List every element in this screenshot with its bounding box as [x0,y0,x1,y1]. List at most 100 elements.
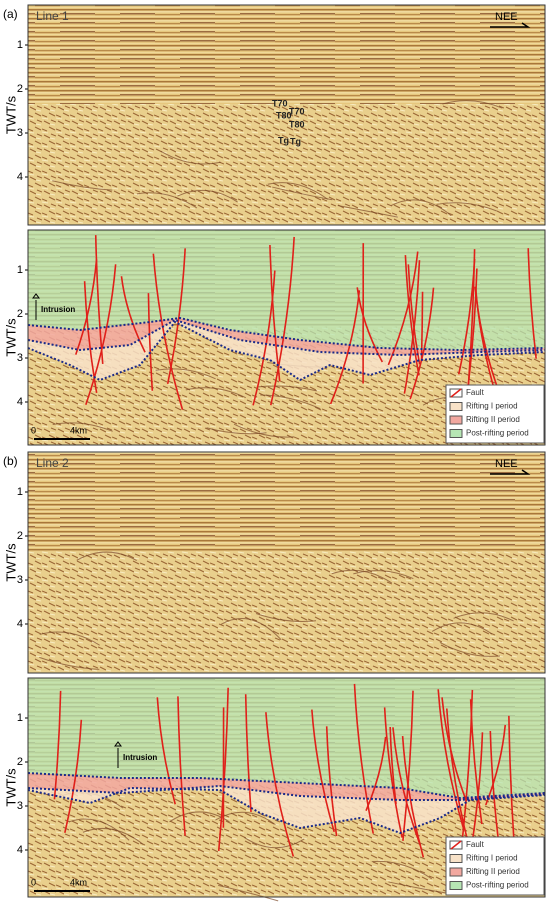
fault [392,727,422,846]
axis-title: TWT/s [3,543,18,582]
y-tick-label: 3 [17,352,23,364]
fault [152,253,184,410]
horizon-label: Tg [290,136,301,146]
panel-label: (b) [3,454,18,468]
fault [244,694,252,812]
seismic-layers [28,452,545,552]
legend-swatch [449,402,463,411]
fault [325,726,338,837]
panel-label: (a) [3,7,18,21]
horizon [27,316,546,352]
y-tick-label: 2 [17,530,23,542]
fault [404,255,420,376]
reflector [155,368,216,380]
y-tick-label: 1 [17,712,23,724]
y-tick-label: 2 [17,308,23,320]
reflector [255,613,317,622]
reflector [244,837,305,849]
seismic-layers [28,5,545,104]
reflector [82,827,144,845]
fault [83,281,98,393]
reflector [260,394,321,410]
rifting-ii-fill [28,318,545,355]
rifting-i-fill [28,320,545,380]
legend-label: Rifting I period [466,402,518,411]
reflector [331,569,392,584]
panel-border [27,677,546,898]
scale-end: 4km [70,425,87,435]
fault [329,290,361,405]
y-tick-label: 3 [17,800,23,812]
reflector [52,180,113,191]
horizon-label: T70 [289,106,305,116]
direction-arrow [490,469,531,475]
reflector [76,551,137,561]
reflector [160,150,221,165]
line-label: Line 1 [36,9,69,23]
y-tick-label: 3 [17,127,23,139]
fault [166,248,186,385]
horizon-label: T80 [289,119,305,129]
fault [353,683,374,834]
legend-label: Post-rifting period [466,881,529,890]
direction-arrow [490,22,531,28]
legend-swatch [449,429,463,438]
reflector [39,631,100,646]
y-tick-label: 4 [17,171,23,183]
reflector [439,641,500,657]
fault [471,732,484,840]
reflector [453,612,514,622]
fault [365,736,387,812]
reflector [233,423,295,438]
y-tick-label: 4 [17,618,23,630]
reflector [272,186,333,201]
panel-border [27,451,546,674]
legend-swatch [449,854,463,863]
fault [467,268,478,388]
reflector [68,818,130,841]
axis-title: TWT/s [3,318,18,357]
y-tick-label: 3 [17,574,23,586]
rifting-i-fill [28,786,545,833]
fault [85,264,117,406]
fault [403,260,421,394]
fault [53,690,62,800]
panel-border [27,4,546,226]
fault [120,276,146,353]
scale-end: 4km [70,877,87,887]
legend-swatch [449,867,463,877]
scale-start: 0 [31,877,36,887]
fault [156,697,177,805]
fault [457,258,476,375]
fault [269,244,281,382]
fault [177,696,186,836]
fault [402,690,414,841]
reflector [136,192,198,209]
legend-fault [450,388,462,398]
rifting-ii-fill [28,773,545,800]
legend-fault [450,840,462,850]
reflector [442,100,503,109]
y-tick-label: 1 [17,486,23,498]
direction-label: NEE [495,458,518,470]
legend-label: Fault [466,840,485,849]
fault [460,689,474,854]
fault [265,712,295,857]
fault [74,259,98,355]
horizon-label: T80 [276,110,292,120]
fault [311,709,335,833]
fault [64,719,83,834]
fault [445,708,470,846]
scale-start: 0 [31,425,36,435]
y-tick-label: 2 [17,83,23,95]
fault [269,236,295,406]
fault [252,270,276,406]
reflector [39,656,100,670]
reflector [52,422,113,432]
reflector [218,884,279,902]
y-tick-label: 2 [17,756,23,768]
fault [217,687,229,852]
reflector [220,618,282,641]
y-tick-label: 1 [17,39,23,51]
